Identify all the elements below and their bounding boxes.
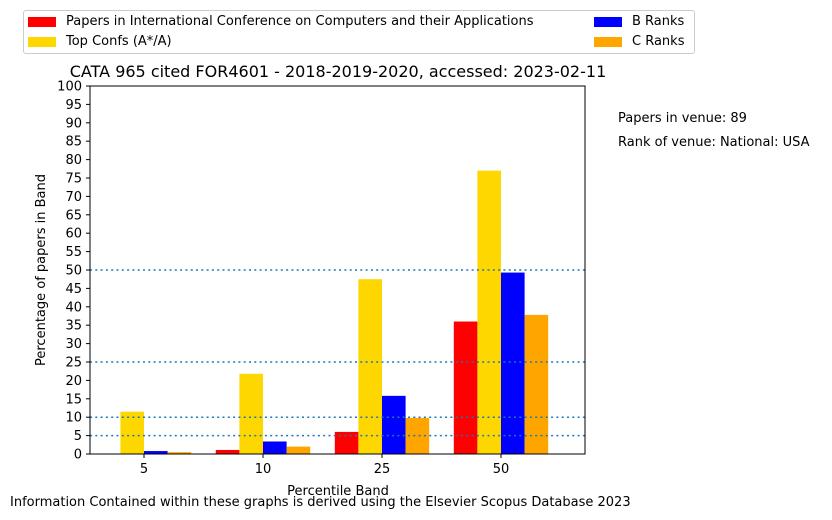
y-tick-label-90: 90 (65, 116, 82, 131)
bar-4-25 (405, 417, 430, 454)
legend-label-top-confs: Top Confs (A*/A) (66, 34, 172, 49)
y-tick-label-80: 80 (65, 153, 82, 168)
y-tick-label-55: 55 (65, 245, 82, 260)
bar-3-25 (382, 395, 406, 454)
x-tick-label-5: 5 (140, 462, 148, 477)
y-tick-label-10: 10 (65, 411, 82, 426)
bar-2-50 (477, 170, 501, 454)
legend: Papers in International Conference on Co… (23, 10, 695, 54)
bar-1-50 (453, 321, 478, 454)
y-tick-label-75: 75 (65, 172, 82, 187)
y-tick-label-40: 40 (65, 300, 82, 315)
x-tick-label-10: 10 (255, 462, 272, 477)
bar-1-25 (334, 431, 359, 454)
x-tick-label-50: 50 (493, 462, 510, 477)
legend-label-venue: Papers in International Conference on Co… (66, 14, 534, 29)
bar-2-25 (358, 279, 382, 454)
bar-2-5 (120, 411, 144, 454)
legend-swatch-top-confs (28, 37, 56, 47)
y-tick-label-25: 25 (65, 356, 82, 371)
y-tick-label-85: 85 (65, 135, 82, 150)
bars-group (120, 170, 549, 454)
x-tick-label-25: 25 (374, 462, 391, 477)
bar-1-10 (215, 449, 240, 454)
data-source-footer: Information Contained within these graph… (10, 495, 631, 510)
y-tick-label-15: 15 (65, 392, 82, 407)
y-tick-label-65: 65 (65, 208, 82, 223)
bar-4-10 (286, 446, 311, 454)
y-tick-label-95: 95 (65, 98, 82, 113)
y-tick-label-45: 45 (65, 282, 82, 297)
y-tick-label-70: 70 (65, 190, 82, 205)
chart-title: CATA 965 cited FOR4601 - 2018-2019-2020,… (70, 62, 607, 81)
papers-in-venue-note: Papers in venue: 89 (618, 111, 747, 126)
y-tick-label-50: 50 (65, 264, 82, 279)
rank-of-venue-note: Rank of venue: National: USA (618, 135, 810, 150)
y-tick-label-5: 5 (74, 429, 82, 444)
y-tick-label-100: 100 (57, 80, 82, 95)
y-tick-label-20: 20 (65, 374, 82, 389)
bar-3-5 (144, 451, 168, 454)
legend-label-b-ranks: B Ranks (632, 14, 685, 29)
y-tick-label-35: 35 (65, 319, 82, 334)
legend-label-c-ranks: C Ranks (632, 34, 685, 49)
bar-4-50 (524, 314, 549, 454)
bar-2-10 (239, 373, 263, 454)
x-axis-label: Percentile Band (287, 484, 389, 499)
y-axis: 0 5 10 15 20 25 30 35 40 45 50 55 60 65 70 75 80 85 90 95 10… (57, 80, 90, 463)
bar-3-50 (501, 272, 525, 454)
legend-swatch-venue (28, 17, 56, 27)
bar-4-5 (167, 452, 192, 454)
y-tick-label-60: 60 (65, 227, 82, 242)
legend-swatch-c-ranks (594, 37, 622, 47)
x-axis: 5 10 25 50 (140, 454, 509, 477)
y-axis-label: Percentage of papers in Band (34, 174, 49, 366)
legend-swatch-b-ranks (594, 17, 622, 27)
bar-3-10 (263, 441, 287, 454)
y-tick-label-30: 30 (65, 337, 82, 352)
y-tick-label-0: 0 (74, 448, 82, 463)
